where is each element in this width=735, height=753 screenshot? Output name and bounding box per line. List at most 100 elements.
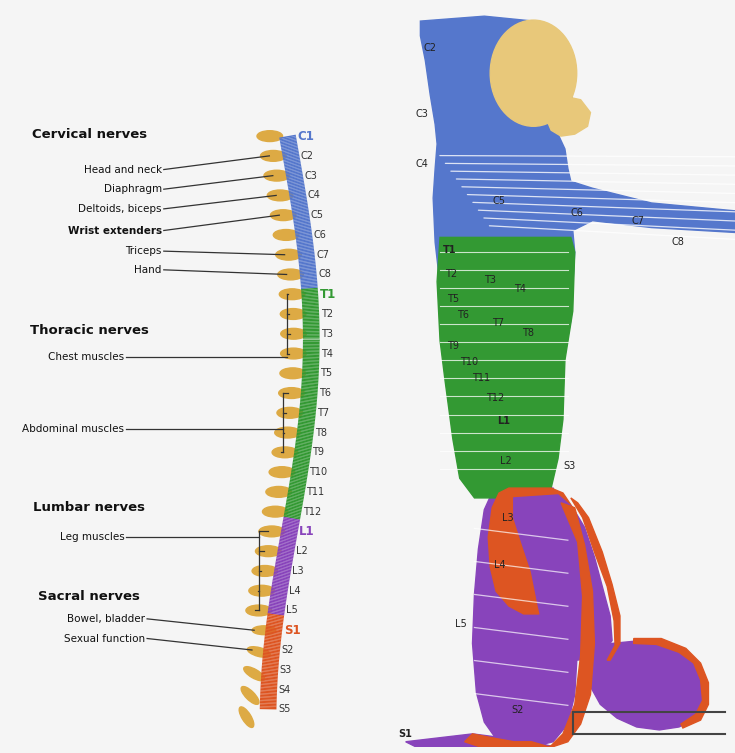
Ellipse shape (275, 427, 301, 438)
Text: Triceps: Triceps (126, 246, 162, 256)
Ellipse shape (272, 447, 298, 458)
Ellipse shape (269, 467, 295, 477)
Text: L2: L2 (500, 456, 512, 465)
Ellipse shape (259, 526, 284, 537)
Polygon shape (420, 16, 735, 370)
Polygon shape (571, 498, 620, 660)
Text: S3: S3 (563, 462, 576, 471)
Text: C8: C8 (318, 270, 331, 279)
Text: C4: C4 (415, 159, 429, 169)
Ellipse shape (280, 309, 306, 319)
Text: T1: T1 (443, 245, 456, 255)
Text: T9: T9 (312, 447, 324, 457)
Text: Leg muscles: Leg muscles (60, 532, 124, 542)
Text: T12: T12 (487, 392, 504, 403)
Polygon shape (437, 237, 575, 498)
Text: S2: S2 (512, 706, 524, 715)
Text: C2: C2 (423, 43, 437, 53)
Text: T11: T11 (306, 487, 324, 497)
Polygon shape (514, 495, 612, 660)
Text: C7: C7 (632, 215, 645, 226)
Text: L1: L1 (497, 416, 510, 426)
Text: Hand: Hand (135, 265, 162, 275)
Polygon shape (473, 488, 578, 747)
Ellipse shape (249, 585, 274, 596)
Text: S2: S2 (282, 645, 294, 655)
Ellipse shape (280, 368, 306, 379)
Ellipse shape (239, 707, 254, 727)
Text: C5: C5 (492, 196, 505, 206)
Polygon shape (634, 639, 709, 728)
Ellipse shape (281, 348, 306, 359)
Ellipse shape (276, 249, 301, 260)
Text: Lumbar nerves: Lumbar nerves (33, 501, 145, 514)
Ellipse shape (248, 647, 270, 657)
Text: T1: T1 (320, 288, 336, 300)
Text: T8: T8 (315, 428, 327, 437)
Text: Deltoids, biceps: Deltoids, biceps (79, 204, 162, 214)
Text: Abdominal muscles: Abdominal muscles (23, 424, 124, 434)
Ellipse shape (279, 388, 304, 398)
Polygon shape (488, 488, 581, 614)
Ellipse shape (262, 506, 288, 517)
Ellipse shape (264, 170, 290, 181)
Ellipse shape (244, 666, 265, 681)
Text: Sacral nerves: Sacral nerves (38, 590, 140, 602)
Text: Chest muscles: Chest muscles (49, 352, 124, 362)
Text: T2: T2 (445, 269, 457, 279)
Polygon shape (548, 503, 595, 747)
Text: C4: C4 (308, 191, 320, 200)
Ellipse shape (270, 210, 296, 221)
Text: T4: T4 (321, 349, 333, 358)
Text: L5: L5 (455, 619, 467, 629)
Text: S5: S5 (278, 704, 290, 715)
Ellipse shape (241, 687, 259, 704)
Text: C6: C6 (314, 230, 326, 240)
Text: T4: T4 (514, 285, 526, 294)
Ellipse shape (279, 289, 305, 300)
Text: Cervical nerves: Cervical nerves (32, 128, 146, 141)
Text: T6: T6 (319, 388, 331, 398)
Text: S4: S4 (279, 684, 291, 694)
Text: T3: T3 (321, 329, 333, 339)
Text: T6: T6 (456, 310, 469, 320)
Text: T8: T8 (522, 328, 534, 338)
Text: C1: C1 (297, 130, 314, 142)
Ellipse shape (260, 151, 286, 161)
Text: T7: T7 (492, 318, 504, 328)
Text: Diaphragm: Diaphragm (104, 184, 162, 194)
Text: L1: L1 (299, 525, 315, 538)
Text: L5: L5 (286, 605, 298, 615)
Ellipse shape (268, 190, 293, 201)
Text: L3: L3 (502, 513, 514, 523)
Text: L3: L3 (293, 566, 304, 576)
Text: T2: T2 (320, 309, 333, 319)
Text: C8: C8 (671, 237, 684, 247)
Polygon shape (545, 95, 590, 136)
Text: S1: S1 (398, 729, 412, 739)
Ellipse shape (256, 546, 281, 556)
Text: T3: T3 (484, 275, 496, 285)
Ellipse shape (281, 328, 306, 339)
Text: Sexual function: Sexual function (64, 633, 145, 644)
Text: T10: T10 (459, 357, 478, 367)
Text: Thoracic nerves: Thoracic nerves (29, 325, 148, 337)
Text: Head and neck: Head and neck (84, 165, 162, 175)
Ellipse shape (273, 230, 299, 240)
Text: C3: C3 (415, 109, 429, 120)
Text: C6: C6 (571, 208, 584, 218)
Text: S1: S1 (284, 623, 301, 637)
Text: T11: T11 (473, 373, 491, 383)
Text: T10: T10 (309, 467, 328, 477)
Polygon shape (465, 734, 548, 747)
Text: T9: T9 (447, 340, 459, 351)
Text: Wrist extenders: Wrist extenders (68, 225, 162, 236)
Ellipse shape (246, 605, 271, 616)
Text: T7: T7 (318, 408, 329, 418)
Text: L4: L4 (494, 559, 506, 570)
Ellipse shape (278, 269, 304, 280)
Text: T12: T12 (303, 507, 321, 517)
Text: S3: S3 (280, 665, 292, 675)
Text: C5: C5 (311, 210, 324, 220)
Text: C7: C7 (316, 250, 329, 260)
